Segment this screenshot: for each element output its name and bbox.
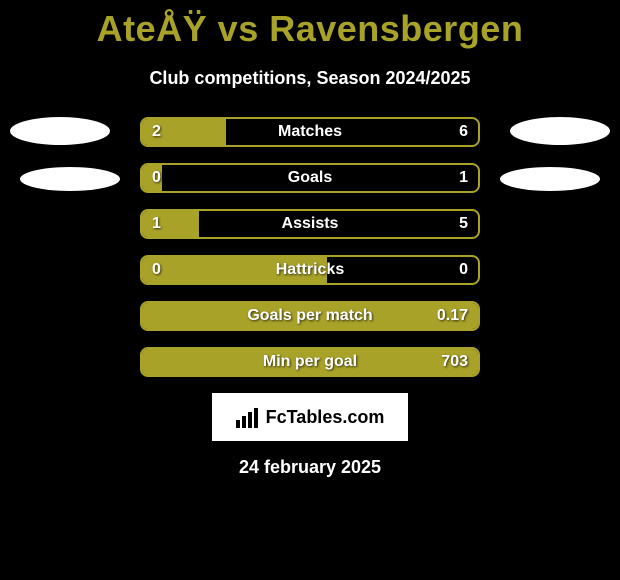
stat-left-value: 2 [152,123,161,141]
player-left-avatar-small [20,167,120,191]
branding-badge: FcTables.com [212,393,408,441]
page-title: AteÅŸ vs Ravensbergen [0,0,620,50]
branding-text: FcTables.com [266,407,385,428]
footer-date: 24 february 2025 [0,457,620,478]
stat-row-matches: 2 Matches 6 [140,117,480,147]
stat-right-value: 0 [459,261,468,279]
player-left-avatar [10,117,110,145]
stat-right-value: 703 [441,353,468,371]
player-right-avatar [510,117,610,145]
stat-label: Goals per match [247,307,372,325]
stat-fill [142,211,199,237]
bars-icon [236,407,260,428]
stat-row-goals-per-match: Goals per match 0.17 [140,301,480,331]
stat-label: Assists [282,215,339,233]
page-subtitle: Club competitions, Season 2024/2025 [0,68,620,89]
stat-right-value: 6 [459,123,468,141]
stat-right-value: 0.17 [437,307,468,325]
stat-label: Matches [278,123,342,141]
stat-left-value: 0 [152,169,161,187]
stats-area: 2 Matches 6 0 Goals 1 1 Assists 5 0 Hatt… [0,117,620,377]
stat-label: Hattricks [276,261,344,279]
stat-left-value: 1 [152,215,161,233]
stat-right-value: 1 [459,169,468,187]
stat-bars: 2 Matches 6 0 Goals 1 1 Assists 5 0 Hatt… [140,117,480,377]
stat-row-hattricks: 0 Hattricks 0 [140,255,480,285]
stat-label: Goals [288,169,332,187]
player-right-avatar-small [500,167,600,191]
stat-left-value: 0 [152,261,161,279]
stat-label: Min per goal [263,353,357,371]
stat-right-value: 5 [459,215,468,233]
stat-row-goals: 0 Goals 1 [140,163,480,193]
stat-row-assists: 1 Assists 5 [140,209,480,239]
stat-row-min-per-goal: Min per goal 703 [140,347,480,377]
